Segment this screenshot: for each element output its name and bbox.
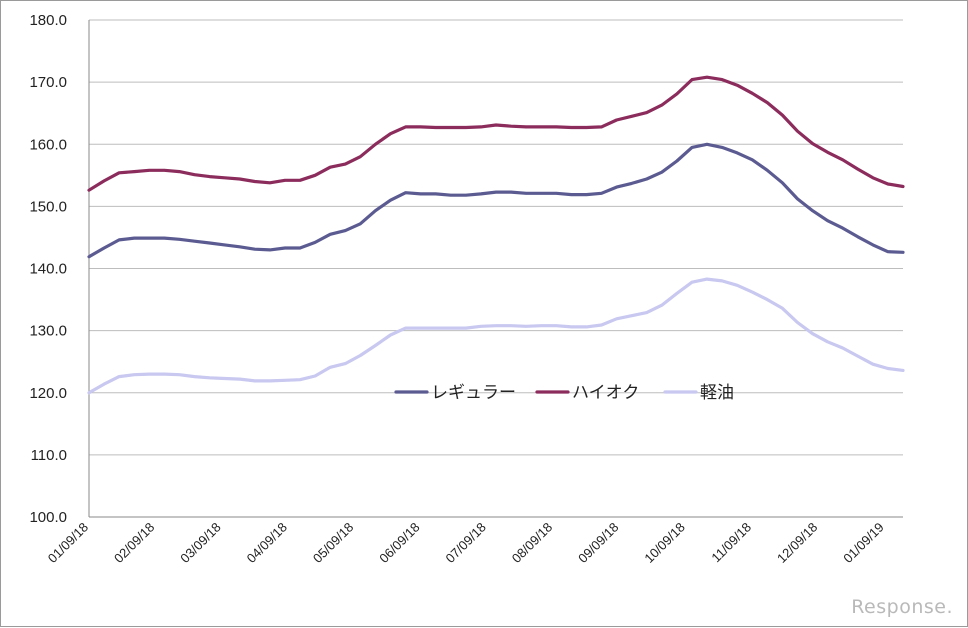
legend-label-3: 軽油 — [700, 383, 734, 402]
legend: レギュラー ハイオク 軽油 — [394, 383, 734, 402]
x-tick-label: 02/09/18 — [111, 520, 157, 566]
x-tick-label: 07/09/18 — [443, 520, 489, 566]
x-tick-label: 11/09/18 — [708, 520, 754, 566]
legend-label-2: ハイオク — [572, 383, 639, 402]
x-tick-label: 04/09/18 — [244, 520, 290, 566]
series-line-2 — [87, 75, 905, 192]
legend-label-1: レギュラー — [431, 383, 516, 402]
x-axis-tick-labels: 01/09/18 02/09/18 03/09/18 04/09/18 05/09/18… — [45, 520, 887, 566]
series-lines — [87, 75, 905, 395]
x-tick-label: 01/09/19 — [840, 520, 886, 566]
x-tick-label: 12/09/18 — [774, 520, 820, 566]
y-tick-label: 100.0 — [29, 509, 67, 526]
y-tick-label: 110.0 — [31, 447, 67, 464]
y-tick-label: 170.0 — [29, 74, 67, 91]
y-tick-label: 150.0 — [29, 198, 67, 215]
y-tick-label: 160.0 — [29, 136, 67, 153]
x-tick-label: 06/09/18 — [376, 520, 422, 566]
x-tick-label: 10/09/18 — [641, 520, 687, 566]
y-tick-label: 120.0 — [29, 385, 67, 402]
x-tick-label: 09/09/18 — [575, 520, 621, 566]
series-line-3 — [87, 277, 905, 395]
axes — [88, 20, 903, 518]
y-tick-label: 180.0 — [29, 12, 67, 29]
y-tick-label: 130.0 — [29, 323, 67, 340]
x-tick-label: 05/09/18 — [310, 520, 356, 566]
x-tick-label: 01/09/18 — [45, 520, 91, 566]
grid-lines — [89, 19, 903, 456]
series-line-1 — [87, 142, 905, 259]
y-axis-tick-labels: 100.0 110.0 120.0 130.0 140.0 150.0 160.0 170.0… — [29, 12, 67, 526]
x-tick-label: 08/09/18 — [509, 520, 555, 566]
y-tick-label: 140.0 — [29, 261, 67, 278]
x-tick-label: 03/09/18 — [177, 520, 223, 566]
watermark-logo: Response. — [851, 596, 953, 618]
